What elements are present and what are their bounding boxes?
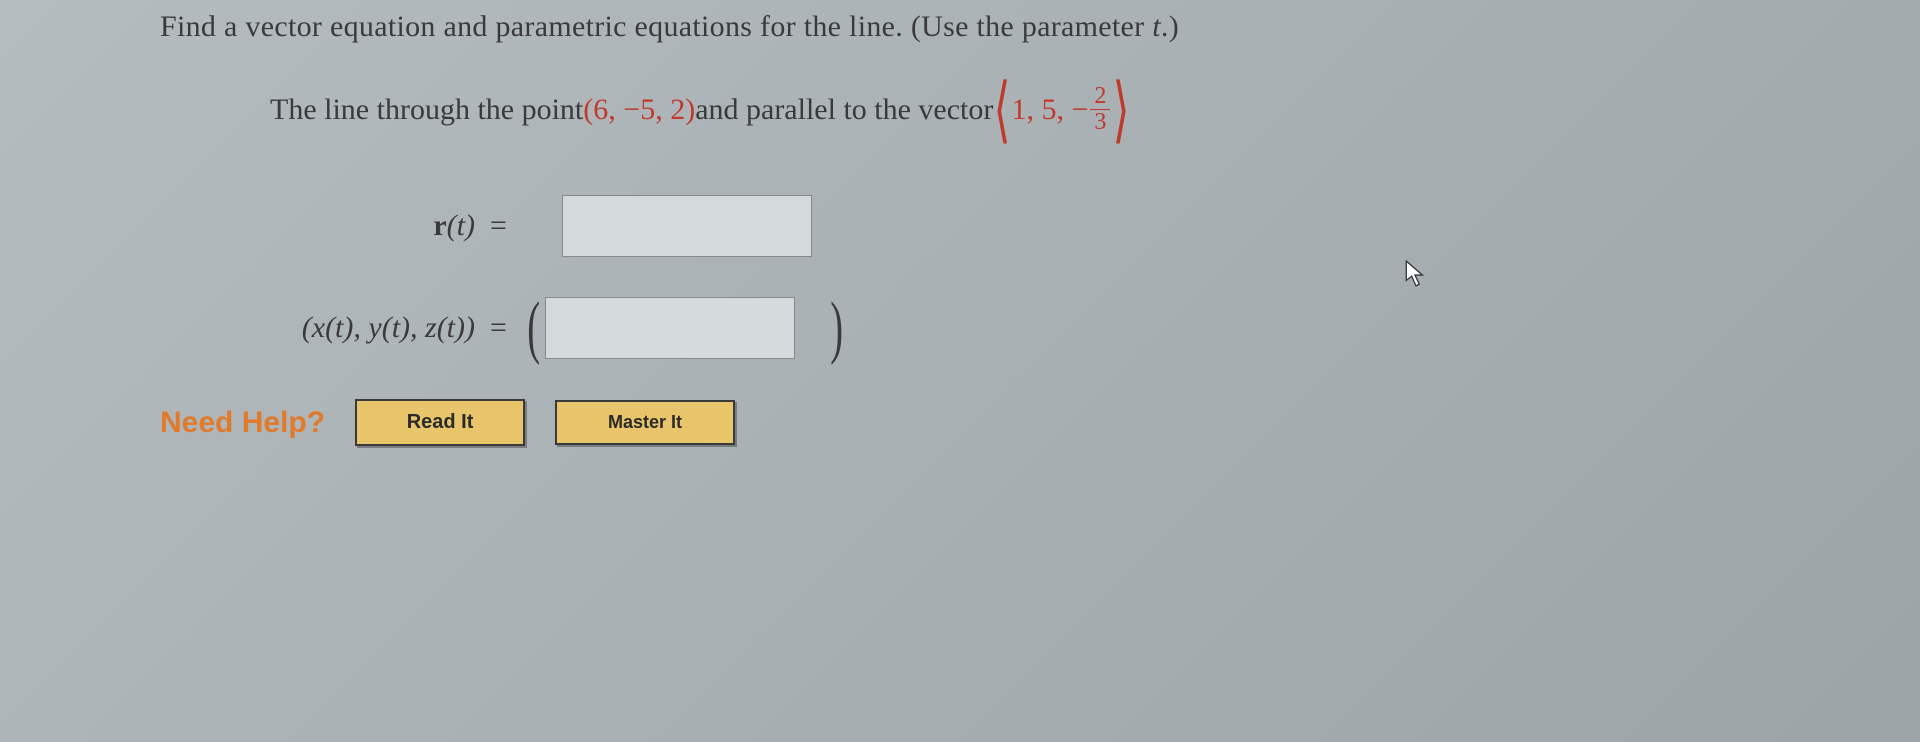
- xyz-input[interactable]: [545, 297, 795, 359]
- question-content: Find a vector equation and parametric eq…: [160, 10, 1860, 446]
- parametric-equation-row: (x(t), y(t), z(t)) = ( ): [160, 297, 1860, 359]
- r-t-label: r(t): [160, 209, 490, 243]
- equals-sign-1: =: [490, 209, 507, 243]
- vector-body: 1, 5, −: [1011, 93, 1088, 127]
- r-t-input[interactable]: [562, 195, 812, 257]
- fraction-numerator: 2: [1090, 84, 1110, 110]
- r-of-t: (t): [447, 209, 475, 242]
- help-row: Need Help? Read It Master It: [160, 399, 1860, 446]
- equals-sign-2: =: [490, 311, 507, 345]
- line-description: The line through the point (6, −5, 2) an…: [270, 84, 1860, 135]
- vector-equation-row: r(t) =: [160, 195, 1860, 257]
- master-it-button[interactable]: Master It: [555, 400, 735, 445]
- cursor-icon: [1405, 260, 1427, 288]
- r-bold: r: [433, 209, 446, 242]
- xyz-label: (x(t), y(t), z(t)): [160, 311, 490, 345]
- line-desc-pre: The line through the point: [270, 93, 583, 127]
- read-it-button[interactable]: Read It: [355, 399, 525, 446]
- prompt-text: Find a vector equation and parametric eq…: [160, 10, 1152, 43]
- fraction-denominator: 3: [1090, 110, 1110, 135]
- point-value: (6, −5, 2): [583, 93, 695, 127]
- fraction: 2 3: [1090, 84, 1110, 135]
- direction-vector: ⟨ 1, 5, − 2 3 ⟩: [993, 84, 1130, 135]
- question-prompt: Find a vector equation and parametric eq…: [160, 10, 1860, 44]
- prompt-post: .): [1161, 10, 1179, 43]
- line-desc-mid: and parallel to the vector: [695, 93, 993, 127]
- parameter-t: t: [1152, 10, 1161, 43]
- need-help-label: Need Help?: [160, 406, 325, 440]
